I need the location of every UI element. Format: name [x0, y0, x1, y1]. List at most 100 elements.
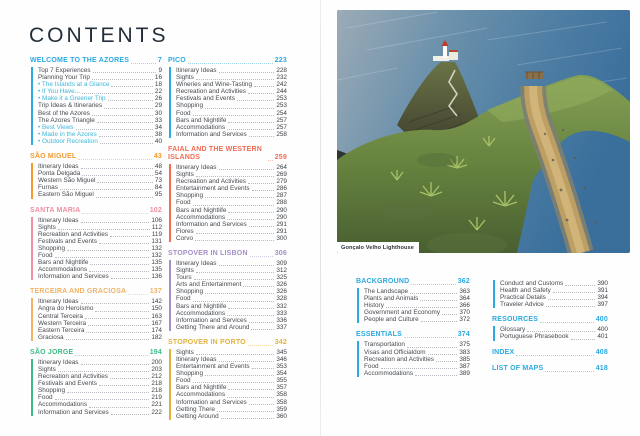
toc-item[interactable]: Bars and Nightlife 290: [176, 207, 287, 214]
toc-section-header[interactable]: INDEX 408: [492, 349, 608, 357]
toc-item[interactable]: Arts and Entertainment 326: [176, 281, 287, 288]
toc-section-header[interactable]: BACKGROUND 362: [356, 278, 470, 286]
toc-item[interactable]: Information and Services 258: [176, 131, 287, 138]
toc-item[interactable]: Best of the Azores 30: [38, 110, 162, 117]
toc-item[interactable]: Information and Services 222: [38, 409, 162, 416]
toc-item[interactable]: Accommodations 358: [176, 391, 287, 398]
toc-item[interactable]: Shopping 354: [176, 370, 287, 377]
toc-item[interactable]: Shopping 253: [176, 102, 287, 109]
toc-item[interactable]: People and Culture 372: [364, 316, 470, 323]
toc-item[interactable]: Sights 112: [38, 224, 162, 231]
toc-item[interactable]: Information and Services 291: [176, 221, 287, 228]
toc-section-header[interactable]: PICO 223: [168, 57, 287, 65]
toc-item[interactable]: Itinerary Ideas 228: [176, 67, 287, 74]
toc-item[interactable]: Information and Services 336: [176, 317, 287, 324]
toc-item[interactable]: Accommodations 290: [176, 214, 287, 221]
toc-item[interactable]: Flores 291: [176, 228, 287, 235]
toc-item[interactable]: Food 328: [176, 295, 287, 302]
toc-item[interactable]: • The Islands at a Glance 18: [38, 81, 162, 88]
toc-item[interactable]: Recreation and Activities 212: [38, 373, 162, 380]
toc-item[interactable]: Food 387: [364, 363, 470, 370]
toc-section-header[interactable]: STOPOVER IN LISBON 306: [168, 250, 287, 258]
toc-item[interactable]: • Make it a Greener Trip 26: [38, 95, 162, 102]
toc-item[interactable]: Health and Safety 391: [500, 287, 608, 294]
toc-item[interactable]: Accommodations 135: [38, 266, 162, 273]
toc-item[interactable]: Accommodations 221: [38, 401, 162, 408]
toc-section-header[interactable]: STOPOVER IN PORTO 342: [168, 339, 287, 347]
toc-section-header[interactable]: WELCOME TO THE AZORES 7: [30, 57, 162, 65]
toc-item[interactable]: Recreation and Activities 119: [38, 231, 162, 238]
toc-item[interactable]: Visas and Officialdom 383: [364, 349, 470, 356]
toc-item[interactable]: Recreation and Activities 279: [176, 178, 287, 185]
toc-item[interactable]: Food 355: [176, 377, 287, 384]
toc-item[interactable]: Sights 269: [176, 171, 287, 178]
toc-item[interactable]: Festivals and Events 253: [176, 95, 287, 102]
toc-item[interactable]: Sights 232: [176, 74, 287, 81]
toc-item[interactable]: Transportation 375: [364, 341, 470, 348]
toc-section-header[interactable]: SANTA MARIA 102: [30, 207, 162, 215]
toc-item[interactable]: Government and Economy 370: [364, 309, 470, 316]
toc-section-header[interactable]: SÃO JORGE 194: [30, 349, 162, 357]
toc-item[interactable]: Food 132: [38, 252, 162, 259]
toc-item[interactable]: Shopping 326: [176, 288, 287, 295]
toc-item[interactable]: Itinerary Ideas 309: [176, 260, 287, 267]
toc-item[interactable]: Furnas 84: [38, 184, 162, 191]
toc-item[interactable]: Wineries and Wine-Tasting 242: [176, 81, 287, 88]
toc-item[interactable]: Recreation and Activities 385: [364, 356, 470, 363]
toc-item[interactable]: Bars and Nightlife 332: [176, 303, 287, 310]
toc-item[interactable]: Getting Around 360: [176, 413, 287, 420]
toc-item[interactable]: Entertainment and Events 353: [176, 363, 287, 370]
toc-item[interactable]: Itinerary Ideas 346: [176, 356, 287, 363]
toc-section-header[interactable]: LIST OF MAPS 418: [492, 365, 608, 373]
toc-item[interactable]: • Made in the Azores 38: [38, 131, 162, 138]
toc-section-header[interactable]: SÃO MIGUEL 43: [30, 153, 162, 161]
toc-item[interactable]: Getting There 359: [176, 406, 287, 413]
toc-item[interactable]: Tours 325: [176, 274, 287, 281]
toc-item[interactable]: Eastern São Miguel 95: [38, 191, 162, 198]
toc-item[interactable]: Itinerary Ideas 200: [38, 359, 162, 366]
toc-item[interactable]: Getting There and Around 337: [176, 324, 287, 331]
toc-section-header[interactable]: RESOURCES 400: [492, 316, 608, 324]
toc-item[interactable]: Bars and Nightlife 357: [176, 384, 287, 391]
toc-item[interactable]: • If You Have... 22: [38, 88, 162, 95]
toc-item[interactable]: Trip Ideas & Itineraries 29: [38, 102, 162, 109]
toc-item[interactable]: Itinerary Ideas 106: [38, 217, 162, 224]
toc-item[interactable]: Accommodations 257: [176, 124, 287, 131]
toc-item[interactable]: • Outdoor Recreation 40: [38, 138, 162, 145]
toc-item[interactable]: Conduct and Customs 390: [500, 280, 608, 287]
toc-item[interactable]: Recreation and Activities 244: [176, 88, 287, 95]
toc-item[interactable]: Shopping 218: [38, 387, 162, 394]
toc-item[interactable]: Angra do Heroísmo 150: [38, 305, 162, 312]
toc-section-header[interactable]: TERCEIRA AND GRACIOSA 137: [30, 288, 162, 296]
toc-item[interactable]: Top 7 Experiences 9: [38, 67, 162, 74]
toc-item[interactable]: Food 254: [176, 110, 287, 117]
toc-item[interactable]: Corvo 300: [176, 235, 287, 242]
toc-item[interactable]: Itinerary Ideas 142: [38, 298, 162, 305]
toc-item[interactable]: Bars and Nightlife 257: [176, 117, 287, 124]
toc-item[interactable]: Itinerary Ideas 264: [176, 164, 287, 171]
toc-item[interactable]: • Best Views 34: [38, 124, 162, 131]
toc-item[interactable]: Western Terceira 167: [38, 320, 162, 327]
toc-item[interactable]: Information and Services 358: [176, 399, 287, 406]
toc-item[interactable]: Festivals and Events 218: [38, 380, 162, 387]
toc-item[interactable]: Shopping 132: [38, 245, 162, 252]
toc-item[interactable]: Planning Your Trip 16: [38, 74, 162, 81]
toc-item[interactable]: Entertainment and Events 286: [176, 185, 287, 192]
toc-item[interactable]: Sights 345: [176, 349, 287, 356]
toc-item[interactable]: Western São Miguel 73: [38, 177, 162, 184]
toc-item[interactable]: Shopping 287: [176, 192, 287, 199]
toc-item[interactable]: Information and Services 136: [38, 273, 162, 280]
toc-item[interactable]: Food 288: [176, 199, 287, 206]
toc-item[interactable]: Food 219: [38, 394, 162, 401]
toc-item[interactable]: Ponta Delgada 54: [38, 170, 162, 177]
toc-item[interactable]: Graciosa 182: [38, 334, 162, 341]
toc-item[interactable]: Accommodations 389: [364, 370, 470, 377]
toc-item[interactable]: Portuguese Phrasebook 401: [500, 333, 608, 340]
toc-item[interactable]: Glossary 400: [500, 326, 608, 333]
toc-item[interactable]: Accommodations 333: [176, 310, 287, 317]
toc-item[interactable]: Sights 203: [38, 366, 162, 373]
toc-item[interactable]: Sights 312: [176, 267, 287, 274]
toc-item[interactable]: Practical Details 394: [500, 294, 608, 301]
toc-item[interactable]: Traveler Advice 397: [500, 301, 608, 308]
toc-item[interactable]: Central Terceira 163: [38, 313, 162, 320]
